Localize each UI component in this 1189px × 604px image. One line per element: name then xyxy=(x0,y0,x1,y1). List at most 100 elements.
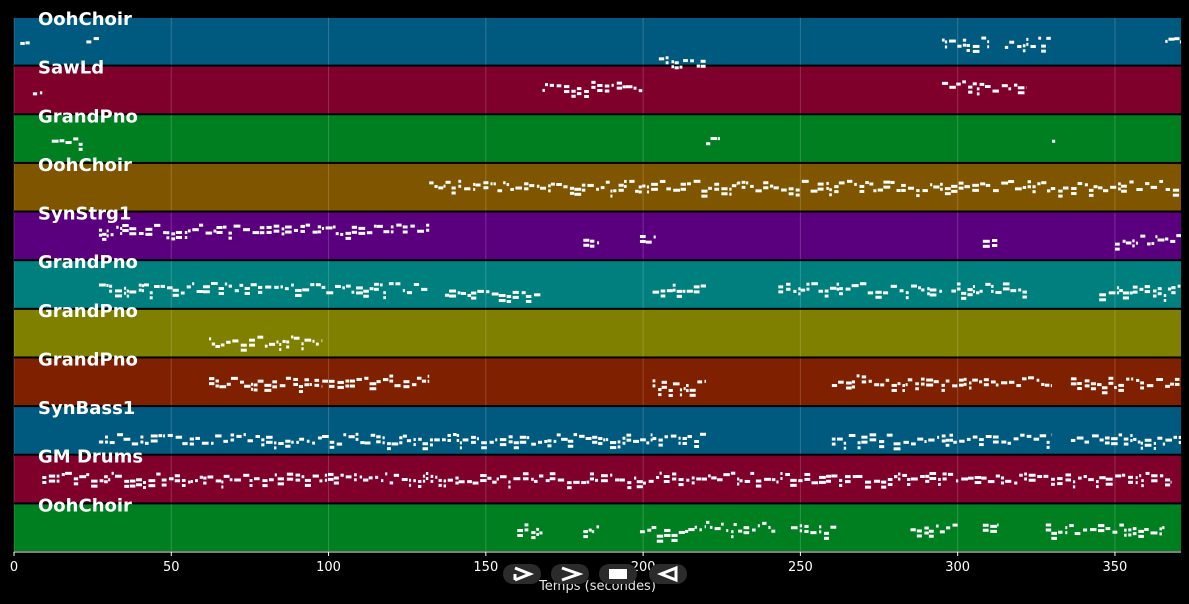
note xyxy=(788,187,794,191)
note xyxy=(1001,381,1008,385)
note xyxy=(1021,377,1027,381)
note xyxy=(591,85,596,89)
note xyxy=(1037,182,1041,186)
note xyxy=(678,436,681,440)
note xyxy=(993,189,999,193)
note xyxy=(1132,532,1137,536)
note xyxy=(531,442,536,446)
note xyxy=(324,473,328,477)
note xyxy=(278,441,284,445)
note xyxy=(106,234,109,238)
note xyxy=(209,337,212,341)
note xyxy=(175,235,182,239)
note xyxy=(1108,381,1114,385)
note xyxy=(181,484,186,488)
note xyxy=(1001,181,1009,185)
note xyxy=(869,182,874,186)
note xyxy=(897,477,901,481)
note xyxy=(355,432,359,436)
note xyxy=(925,479,930,483)
note xyxy=(682,437,687,441)
note xyxy=(1065,473,1072,477)
note xyxy=(376,440,381,444)
note xyxy=(531,536,536,540)
note xyxy=(978,380,983,384)
note xyxy=(548,184,551,188)
note xyxy=(224,282,228,286)
note xyxy=(907,477,911,481)
note xyxy=(221,485,224,489)
note xyxy=(266,225,272,229)
note xyxy=(982,239,990,243)
note xyxy=(368,476,373,480)
note xyxy=(605,438,609,442)
note xyxy=(711,476,717,480)
note xyxy=(126,294,130,298)
note xyxy=(956,82,961,86)
note xyxy=(861,375,867,379)
note xyxy=(472,481,479,485)
note xyxy=(910,528,916,532)
note xyxy=(401,478,408,482)
note xyxy=(391,442,399,446)
note xyxy=(658,57,665,61)
note xyxy=(574,192,582,196)
note xyxy=(830,525,837,529)
note xyxy=(1173,435,1178,439)
note xyxy=(79,475,87,479)
note xyxy=(591,530,595,534)
note xyxy=(264,388,272,392)
note xyxy=(939,289,942,293)
note xyxy=(327,472,334,476)
back-button[interactable] xyxy=(649,564,687,584)
note xyxy=(958,181,964,185)
note xyxy=(985,183,991,187)
note xyxy=(1123,442,1129,446)
note xyxy=(721,187,728,191)
note xyxy=(629,179,635,183)
note xyxy=(545,83,548,87)
note xyxy=(140,440,144,444)
note xyxy=(360,441,365,445)
note xyxy=(959,378,964,382)
note xyxy=(755,189,762,193)
track-label: OohChoir xyxy=(38,495,132,516)
next-button[interactable] xyxy=(551,564,589,584)
note xyxy=(1041,49,1046,53)
note xyxy=(838,181,845,185)
note xyxy=(743,531,750,535)
note xyxy=(295,478,301,482)
note xyxy=(550,182,555,186)
note xyxy=(908,186,915,190)
note xyxy=(1099,438,1104,442)
note xyxy=(413,479,416,483)
note xyxy=(992,244,998,248)
note xyxy=(396,223,402,227)
note xyxy=(974,481,982,485)
note xyxy=(903,440,909,444)
note xyxy=(857,441,861,445)
note xyxy=(676,294,682,298)
note xyxy=(203,481,207,485)
note xyxy=(348,435,355,439)
note xyxy=(1155,235,1158,239)
note xyxy=(304,378,309,382)
note xyxy=(167,286,173,290)
play-button[interactable] xyxy=(503,564,541,584)
note xyxy=(694,444,700,448)
stop-button[interactable] xyxy=(599,564,637,584)
note xyxy=(579,434,585,438)
note xyxy=(618,188,624,192)
note xyxy=(1009,40,1015,44)
note xyxy=(257,335,264,339)
note xyxy=(266,230,272,234)
note xyxy=(933,185,940,189)
note xyxy=(286,345,290,349)
note xyxy=(788,192,794,196)
note xyxy=(1026,434,1032,438)
note xyxy=(498,299,506,303)
note xyxy=(721,522,724,526)
note xyxy=(597,241,600,245)
note xyxy=(122,224,129,228)
note xyxy=(383,291,386,295)
